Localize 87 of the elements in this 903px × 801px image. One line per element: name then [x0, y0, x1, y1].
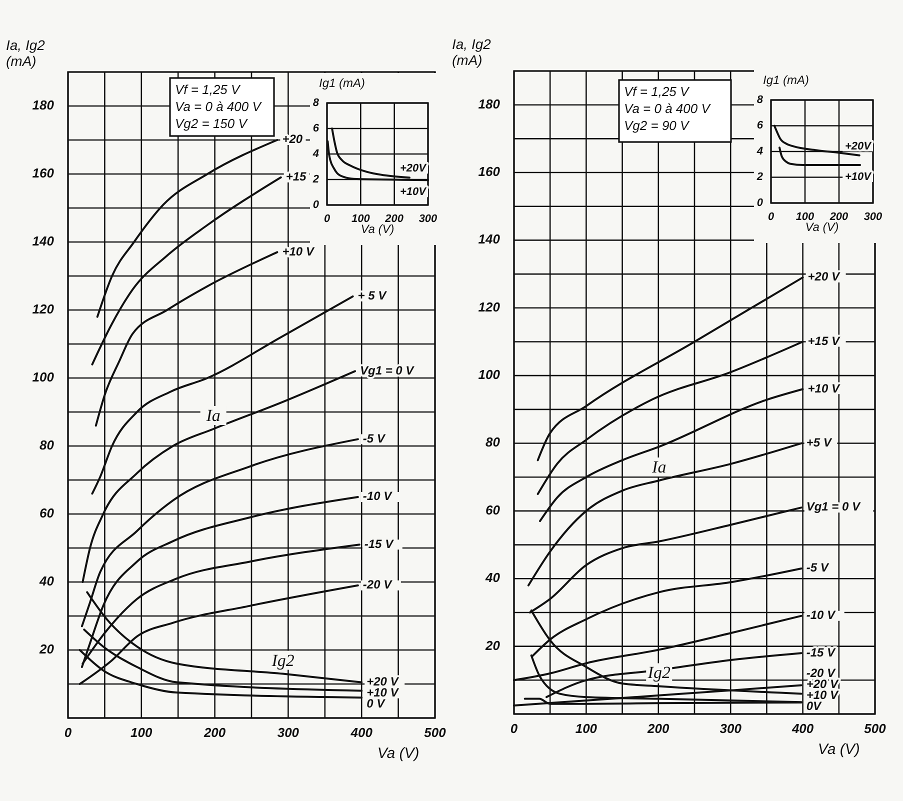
x-tick-label: 400 [350, 725, 374, 740]
series-label: +10 V [808, 381, 840, 396]
y-axis-title: Ig1 (mA) [318, 76, 366, 90]
series-label: -10 V [362, 489, 393, 504]
x-axis-title: Va (V) [805, 220, 839, 234]
y-tick-label: 60 [486, 502, 501, 518]
series-label: +15 [286, 170, 307, 184]
y-tick-label: 0 [312, 198, 320, 211]
x-tick-label: 300 [720, 721, 742, 736]
series-label: -15 V [364, 536, 394, 551]
y-axis-title: Ia, Ig2 (mA) [452, 36, 492, 68]
y-tick-label: 4 [312, 148, 319, 160]
x-tick-label: 0 [510, 721, 518, 736]
series-label: +20 V [808, 270, 840, 284]
series-label: Vg1 = 0 V [360, 363, 415, 378]
x-tick-label: 200 [828, 211, 850, 223]
annotation: Ia [205, 406, 220, 425]
y-tick-label: 100 [478, 367, 501, 382]
annotation: Ig2 [646, 663, 671, 682]
series-label: -15 V [806, 645, 836, 660]
x-tick-label: 100 [796, 211, 816, 223]
annotation: Ia [651, 457, 666, 476]
y-tick-label: 40 [38, 573, 55, 588]
x-axis-title: Va (V) [818, 741, 860, 758]
x-tick-label: 0 [768, 211, 775, 223]
y-tick-label: 120 [32, 301, 55, 316]
x-axis-title: Va (V) [360, 222, 394, 236]
y-tick-label: 120 [478, 299, 501, 314]
y-tick-label: 0 [756, 196, 764, 209]
y-tick-label: 20 [484, 638, 501, 653]
annotation: Vg2 = 90 V [624, 118, 690, 133]
x-tick-label: 300 [864, 211, 884, 223]
x-tick-label: 500 [424, 725, 447, 740]
y-tick-label: 2 [312, 173, 319, 186]
series-label: +20 [282, 132, 303, 146]
y-tick-label: 4 [756, 145, 763, 158]
series-label: -5 V [362, 431, 386, 446]
series-label: +20V [845, 140, 873, 152]
annotation: Vg2 = 150 V [175, 116, 248, 131]
y-tick-label: 6 [756, 120, 764, 132]
series-label: -5 V [806, 560, 830, 575]
series-label: +20V [400, 162, 428, 174]
y-tick-label: 140 [32, 233, 55, 248]
y-tick-label: 80 [486, 434, 501, 450]
x-tick-label: 0 [64, 725, 72, 740]
x-axis-title: Va (V) [377, 745, 420, 762]
y-tick-label: 8 [312, 96, 320, 109]
x-tick-label: 400 [790, 721, 814, 736]
x-tick-label: 100 [575, 721, 598, 736]
y-tick-label: 8 [756, 94, 764, 106]
series-label: +10V [400, 186, 428, 198]
y-tick-label: 160 [32, 165, 55, 180]
y-tick-label: 2 [756, 171, 763, 184]
series-label: +15 V [808, 334, 840, 348]
series-label: Vg1 = 0 V [806, 500, 862, 514]
annotation: Ig2 [270, 650, 295, 670]
series-label: +10 V [282, 244, 315, 258]
y-tick-label: 6 [312, 122, 320, 134]
x-tick-label: 300 [277, 725, 300, 740]
y-axis-title: Ia, Ig2 (mA) [6, 37, 46, 69]
y-axis-title: Ig1 (mA) [762, 73, 810, 87]
y-tick-label: 180 [478, 96, 501, 112]
y-tick-label: 100 [32, 369, 55, 384]
y-tick-label: 80 [40, 437, 55, 452]
series-label: +5 V [806, 435, 832, 450]
series-label: -10 V [806, 608, 836, 622]
x-tick-label: 100 [130, 725, 154, 740]
annotation: Vf = 1,25 V [175, 82, 242, 97]
y-tick-label: 60 [40, 505, 55, 520]
y-tick-label: 40 [484, 570, 501, 586]
series-label: -20 V [362, 578, 393, 592]
x-tick-label: 300 [418, 213, 438, 225]
series-label: +10V [845, 170, 873, 183]
y-tick-label: 160 [478, 164, 501, 179]
y-tick-label: 20 [38, 641, 55, 656]
x-tick-label: 0 [324, 213, 331, 225]
y-tick-label: 180 [32, 97, 55, 112]
x-tick-label: 100 [351, 213, 371, 225]
annotation: Va = 0 à 400 V [624, 101, 712, 116]
series-label: + 5 V [358, 288, 388, 303]
x-tick-label: 200 [202, 725, 226, 740]
x-tick-label: 200 [646, 721, 670, 736]
x-tick-label: 500 [864, 721, 887, 736]
annotation: Vf = 1,25 V [624, 84, 690, 99]
annotation: Va = 0 à 400 V [175, 99, 262, 114]
x-tick-label: 200 [384, 213, 404, 225]
y-tick-label: 140 [478, 232, 501, 247]
